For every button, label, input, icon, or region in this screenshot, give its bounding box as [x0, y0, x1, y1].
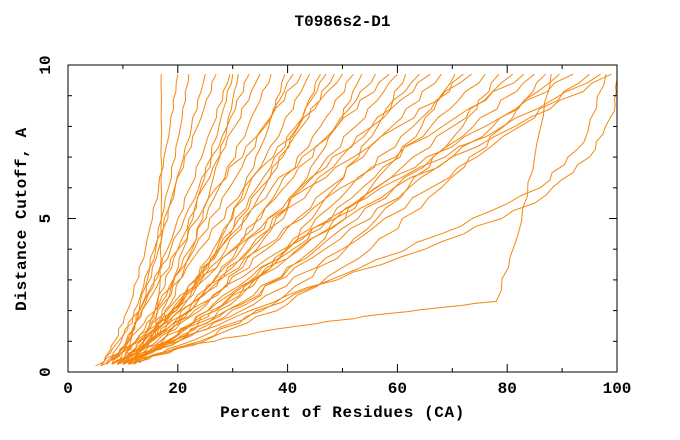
model-curve	[111, 73, 302, 365]
model-curve	[117, 74, 617, 365]
x-tick-label: 20	[168, 380, 187, 398]
model-curve	[100, 73, 250, 365]
model-curve	[117, 73, 560, 365]
model-curve	[133, 73, 574, 364]
y-tick-label: 5	[37, 214, 55, 224]
model-curve	[138, 74, 234, 363]
x-tick-label: 40	[278, 380, 297, 398]
model-curve	[100, 74, 179, 367]
y-tick-label: 0	[37, 367, 55, 377]
model-curve	[122, 73, 535, 365]
model-curve	[111, 73, 601, 365]
model-curve	[139, 73, 431, 364]
model-curves	[95, 73, 617, 367]
model-curve	[105, 74, 190, 365]
model-curve	[122, 73, 590, 365]
model-curve	[111, 74, 231, 365]
model-curve	[122, 73, 217, 365]
model-curve	[95, 73, 321, 367]
model-curve	[122, 73, 327, 365]
model-curve	[117, 73, 398, 365]
model-curve	[128, 74, 552, 364]
x-tick-label: 60	[388, 380, 407, 398]
model-curve	[133, 74, 607, 364]
model-curve	[133, 73, 500, 364]
x-tick-label: 80	[498, 380, 517, 398]
model-curve	[128, 73, 612, 365]
x-axis-label: Percent of Residues (CA)	[220, 404, 465, 422]
model-curve	[122, 73, 343, 365]
plot-border	[67, 64, 618, 373]
x-tick-label: 0	[63, 380, 73, 398]
model-curve	[106, 73, 472, 365]
model-curve	[100, 73, 420, 367]
model-curve	[111, 73, 514, 365]
model-curve	[128, 73, 546, 365]
axis-ticks	[67, 64, 618, 373]
chart-title: T0986s2-D1	[294, 13, 391, 31]
model-curve	[106, 73, 294, 365]
y-axis-label: Distance Cutoff, A	[13, 127, 31, 311]
x-tick-label: 100	[603, 380, 632, 398]
y-tick-label: 10	[37, 55, 55, 74]
